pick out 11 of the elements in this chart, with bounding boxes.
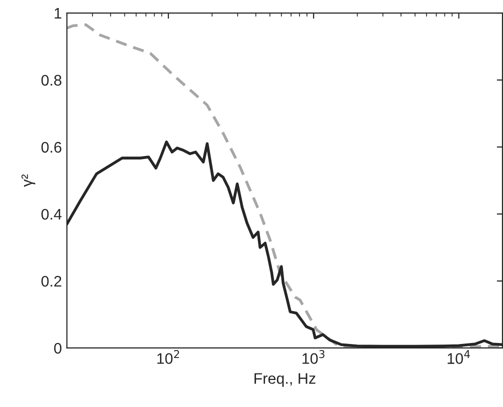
y-tick-label: 0.2: [41, 276, 62, 287]
x-tick-label: 10$^{2}$: [157, 350, 180, 364]
y-tick-label: 0.6: [41, 142, 62, 153]
y-tick-label: 1: [54, 8, 62, 19]
y-axis-title: γ²: [21, 174, 36, 187]
x-tick-label: 10$^{3}$: [302, 350, 324, 364]
y-tick-label: 0: [54, 342, 62, 354]
x-tick-label: 10$^{4}$: [448, 350, 470, 364]
y-tick-label: 0.8: [41, 74, 62, 86]
y-tick-label: 0.4: [41, 208, 62, 220]
x-axis-title: Freq., Hz: [254, 373, 316, 387]
